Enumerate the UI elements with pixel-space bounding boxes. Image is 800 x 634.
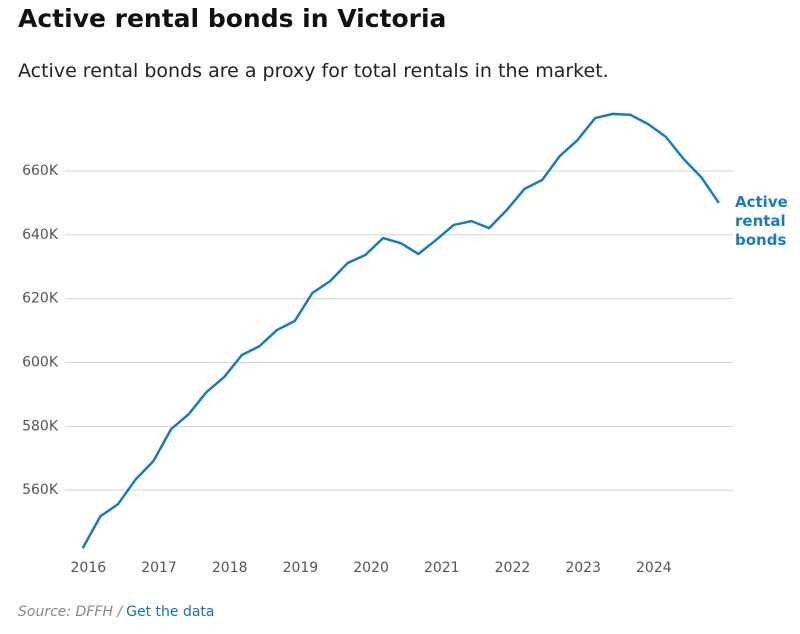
x-tick-label: 2022 [495,560,531,576]
chart-title: Active rental bonds in Victoria [18,4,447,33]
x-tick-label: 2020 [353,560,389,576]
y-tick-label: 560K [22,482,59,498]
x-tick-label: 2023 [565,560,601,576]
y-tick-label: 580K [22,418,59,434]
source: Source: DFFH / Get the data [18,604,215,620]
y-tick-label: 660K [22,163,59,179]
x-tick-label: 2019 [283,560,319,576]
y-tick-label: 620K [22,291,59,307]
series-label: Active rental bonds [735,193,788,249]
x-tick-label: 2024 [636,560,672,576]
y-tick-label: 600K [22,355,59,371]
x-tick-label: 2016 [71,560,107,576]
chart-subtitle: Active rental bonds are a proxy for tota… [18,60,609,82]
x-tick-label: 2018 [212,560,248,576]
x-tick-label: 2017 [141,560,177,576]
source-text: Source: DFFH / [18,604,123,620]
data-line [81,112,720,549]
y-tick-label: 640K [22,227,59,243]
x-tick-label: 2021 [424,560,460,576]
data-link[interactable]: Get the data [126,604,215,620]
